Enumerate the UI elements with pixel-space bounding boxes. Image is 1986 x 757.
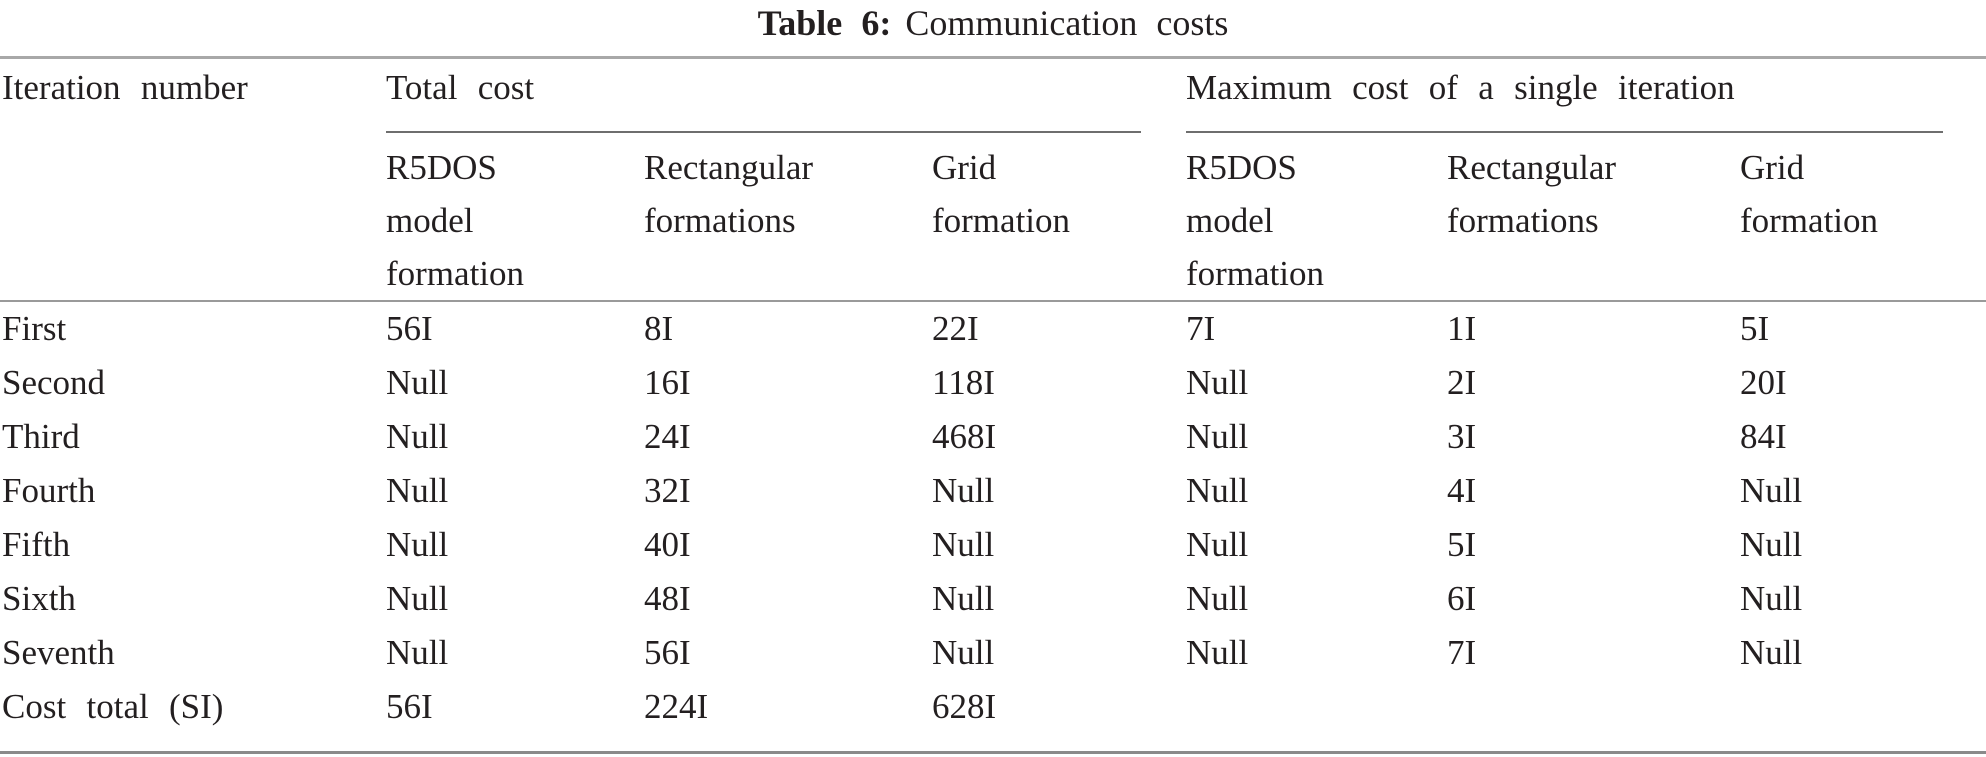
sub-header-total-r5dos: R5DOS model formation [386,148,525,293]
table-cell: 4I [1447,471,1477,510]
table-cell: 84I [1740,417,1787,456]
table-caption-number: Table 6: [757,3,892,43]
table-cell: 118I [932,363,995,402]
table-cell: 468I [932,417,997,456]
table-cell: Null [1740,579,1803,618]
group-header-row: Iteration number Total cost Maximum cost… [0,59,1986,133]
sub-header-total-rectangular: Rectangular formations [644,148,814,240]
table-cell: 16I [644,363,691,402]
table-cell: 224I [644,687,709,726]
table-cell: 5I [1447,525,1477,564]
table-cell: 32I [644,471,691,510]
table-cell: 48I [644,579,691,618]
table-cell [1740,680,1986,734]
table-cell: Null [1186,417,1249,456]
row-label: Cost total (SI) [2,687,224,726]
table-row-totals: Cost total (SI) 56I 224I 628I [0,680,1986,734]
row-label: Fifth [2,525,71,564]
table-cell: Null [386,363,449,402]
row-label: Second [2,363,106,402]
table-cell: 628I [932,687,997,726]
table-row: Fifth Null 40I Null Null 5I Null [0,518,1986,572]
table-cell: Null [1186,633,1249,672]
table-bottom-rule [0,751,1986,754]
table-cell [1186,680,1447,734]
table-cell: Null [932,633,995,672]
row-label: Seventh [2,633,115,672]
table-cell: 40I [644,525,691,564]
header-body-divider-rule [0,300,1986,302]
table-cell: 5I [1740,309,1770,348]
table-row: Seventh Null 56I Null Null 7I Null [0,626,1986,680]
row-label: Fourth [2,471,96,510]
table-cell: Null [386,633,449,672]
table-cell: Null [1740,633,1803,672]
table-cell: 3I [1447,417,1477,456]
column-header-iteration-number: Iteration number [2,68,248,107]
table-cell: Null [932,525,995,564]
table-row: Sixth Null 48I Null Null 6I Null [0,572,1986,626]
table-cell: Null [1186,471,1249,510]
table-cell: 2I [1447,363,1477,402]
table-cell: Null [1186,525,1249,564]
table-top-rule [0,56,1986,59]
table-row: First 56I 8I 22I 7I 1I 5I [0,302,1986,356]
table-row: Third Null 24I 468I Null 3I 84I [0,410,1986,464]
sub-header-max-grid: Grid formation [1740,148,1879,240]
table-cell: Null [932,579,995,618]
table-cell: Null [1186,579,1249,618]
table-cell: 1I [1447,309,1477,348]
sub-header-row: R5DOS model formation Rectangular format… [0,133,1986,300]
row-label: Third [2,417,80,456]
table-cell: 22I [932,309,979,348]
table-cell: 56I [386,687,433,726]
table-cell: Null [1740,471,1803,510]
table-cell: Null [386,525,449,564]
row-label: First [2,309,67,348]
table-cell: 8I [644,309,674,348]
table-cell: Null [1740,525,1803,564]
table-row: Fourth Null 32I Null Null 4I Null [0,464,1986,518]
table-cell: Null [386,579,449,618]
table-cell: 56I [644,633,691,672]
table-body: First 56I 8I 22I 7I 1I 5I Second Null 16… [0,302,1986,734]
group-header-total-cost: Total cost [386,69,1141,133]
table-cell: Null [1186,363,1249,402]
sub-header-max-r5dos: R5DOS model formation [1186,148,1325,293]
table-cell: Null [386,471,449,510]
table-cell: 20I [1740,363,1787,402]
sub-header-max-rectangular: Rectangular formations [1447,148,1617,240]
table-cell: 7I [1186,309,1216,348]
table-cell: Null [932,471,995,510]
table-cell: 6I [1447,579,1477,618]
sub-header-total-grid: Grid formation [932,148,1071,240]
table-cell: 7I [1447,633,1477,672]
sub-header-spacer [2,133,386,300]
table-cell: 24I [644,417,691,456]
table-cell [1447,680,1740,734]
table-cell: Null [386,417,449,456]
table-row: Second Null 16I 118I Null 2I 20I [0,356,1986,410]
row-label: Sixth [2,579,76,618]
table-cell: 56I [386,309,433,348]
table-caption-title: Communication costs [905,3,1229,43]
group-header-max-cost: Maximum cost of a single iteration [1186,69,1943,133]
table-caption: Table 6: Communication costs [0,0,1986,44]
